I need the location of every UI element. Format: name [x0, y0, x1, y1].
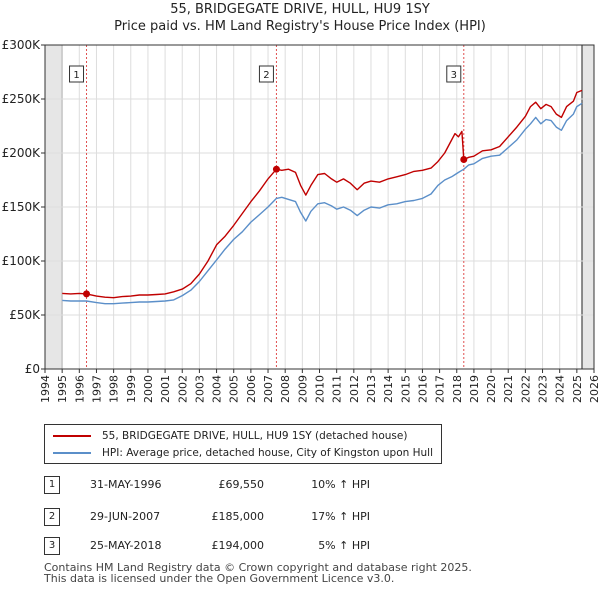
- x-tick-label: 2009: [296, 375, 309, 403]
- x-tick-label: 2026: [588, 375, 600, 403]
- footer-copyright: Contains HM Land Registry data © Crown c…: [44, 561, 472, 574]
- x-tick-label: 2001: [159, 375, 172, 403]
- x-tick-label: 2019: [468, 375, 481, 403]
- y-tick-label: £200K: [2, 146, 42, 160]
- x-tick-label: 2010: [314, 375, 327, 403]
- sale-point: [460, 155, 468, 163]
- y-tick-label: £150K: [2, 200, 42, 214]
- legend-label-property: 55, BRIDGEGATE DRIVE, HULL, HU9 1SY (det…: [102, 430, 408, 442]
- x-tick-label: 1994: [39, 375, 52, 403]
- sale-point: [83, 290, 91, 298]
- x-tick-label: 2000: [142, 375, 155, 403]
- x-tick-label: 2007: [262, 375, 275, 403]
- sale-point: [272, 165, 280, 173]
- sale-marker-box: [69, 65, 85, 83]
- sale-marker-label: 1: [73, 70, 79, 81]
- x-tick-label: 1998: [108, 375, 121, 403]
- y-tick-label: £100K: [2, 254, 42, 268]
- x-tick-label: 2011: [331, 375, 344, 403]
- x-tick-label: 2022: [519, 375, 532, 403]
- x-tick-label: 1995: [56, 375, 69, 403]
- x-tick-label: 2020: [485, 375, 498, 403]
- x-tick-label: 2018: [451, 375, 464, 403]
- x-tick-label: 2013: [365, 375, 378, 403]
- legend-swatch-property: [53, 435, 91, 437]
- x-tick-label: 1997: [90, 375, 103, 403]
- price-chart: 1 2 3 £0 £50K £100K £150K £200K £250K £300K 1994 19…: [2, 38, 600, 403]
- x-tick-label: 2017: [434, 375, 447, 403]
- x-tick-label: 2024: [554, 375, 567, 403]
- x-tick-label: 1996: [73, 375, 86, 403]
- chart-subtitle: Price paid vs. HM Land Registry's House …: [114, 19, 486, 34]
- transaction-price: £194,000: [211, 539, 265, 552]
- sale-marker-box: [446, 65, 462, 83]
- transaction-price: £69,550: [218, 478, 265, 491]
- series-line-hpi: [62, 102, 583, 305]
- x-tick-label: 2004: [211, 375, 224, 403]
- chart-title: 55, BRIDGEGATE DRIVE, HULL, HU9 1SY: [170, 2, 430, 17]
- x-tick-label: 2003: [193, 375, 206, 403]
- legend-item-property: 55, BRIDGEGATE DRIVE, HULL, HU9 1SY (det…: [53, 428, 407, 444]
- series-line-property: [62, 89, 583, 299]
- transaction-number: 2: [44, 508, 60, 526]
- x-tick-label: 2016: [416, 375, 429, 403]
- transaction-date: 29-JUN-2007: [90, 510, 161, 523]
- x-tick-label: 2021: [502, 375, 515, 403]
- x-tick-label: 2005: [228, 375, 241, 403]
- x-tick-label: 2015: [399, 375, 412, 403]
- sale-marker-label: 3: [451, 70, 457, 81]
- x-tick-label: 1999: [125, 375, 138, 403]
- transaction-price: £185,000: [211, 510, 265, 523]
- y-tick-label: £250K: [2, 92, 42, 106]
- x-tick-label: 2023: [537, 375, 550, 403]
- x-tick-label: 2014: [382, 375, 395, 403]
- transaction-hpi: 10% ↑ HPI: [311, 478, 370, 491]
- footer-licence: This data is licensed under the Open Gov…: [44, 572, 395, 585]
- transaction-hpi: 17% ↑ HPI: [311, 510, 370, 523]
- transaction-date: 25-MAY-2018: [90, 539, 162, 552]
- chart-legend: 55, BRIDGEGATE DRIVE, HULL, HU9 1SY (det…: [44, 424, 442, 464]
- legend-label-hpi: HPI: Average price, detached house, City…: [102, 447, 433, 459]
- y-tick-label: £50K: [9, 308, 41, 322]
- sale-marker-box: [258, 65, 274, 83]
- transaction-number: 3: [44, 537, 60, 555]
- y-tick-label: £300K: [2, 38, 42, 52]
- transaction-hpi: 5% ↑ HPI: [318, 539, 370, 552]
- transaction-number: 1: [44, 476, 60, 494]
- x-tick-label: 2008: [279, 375, 292, 403]
- x-tick-label: 2025: [571, 375, 584, 403]
- legend-item-hpi: HPI: Average price, detached house, City…: [53, 445, 433, 461]
- x-tick-label: 2012: [348, 375, 361, 403]
- sale-marker-label: 2: [263, 70, 269, 81]
- legend-swatch-hpi: [53, 452, 91, 454]
- x-tick-label: 2002: [176, 375, 189, 403]
- x-tick-label: 2006: [245, 375, 258, 403]
- y-tick-label: £0: [25, 362, 40, 376]
- transaction-date: 31-MAY-1996: [90, 478, 162, 491]
